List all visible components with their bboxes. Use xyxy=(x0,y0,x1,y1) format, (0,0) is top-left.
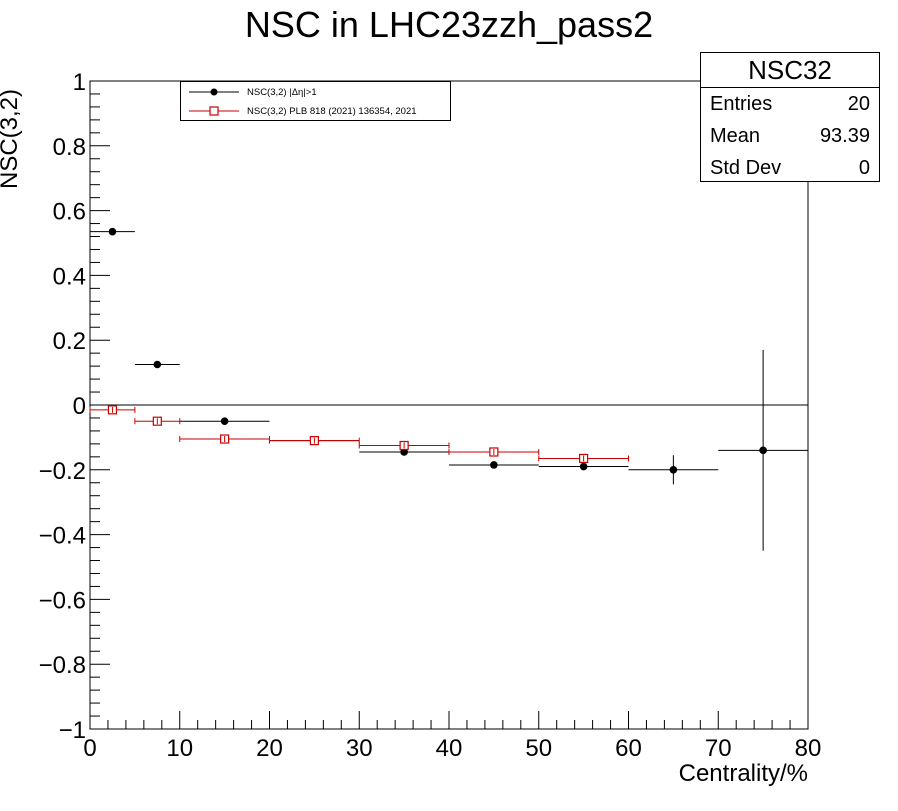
x-tick-label: 70 xyxy=(705,735,732,762)
stats-row: Entries 20 xyxy=(701,88,879,120)
stats-value: 20 xyxy=(847,93,870,115)
data-point-circle xyxy=(220,417,229,426)
legend: NSC(3,2) |Δη|>1 NSC(3,2) PLB 818 (2021) … xyxy=(180,81,451,121)
y-tick-label: 1 xyxy=(73,69,86,96)
legend-marker-circle xyxy=(189,88,239,96)
x-tick-label: 50 xyxy=(525,735,552,762)
legend-label: NSC(3,2) PLB 818 (2021) 136354, 2021 xyxy=(247,105,417,117)
stats-row: Mean 93.39 xyxy=(701,120,879,152)
data-point-circle xyxy=(579,462,588,471)
stats-title: NSC32 xyxy=(701,53,879,88)
stats-box: NSC32 Entries 20 Mean 93.39 Std Dev 0 xyxy=(700,52,880,182)
y-axis-label: NSC(3,2) xyxy=(0,88,24,190)
stats-label: Entries xyxy=(710,93,773,115)
stats-row: Std Dev 0 xyxy=(701,152,879,184)
x-tick-label: 60 xyxy=(615,735,642,762)
y-tick-label: 0.8 xyxy=(53,134,86,161)
data-point-circle xyxy=(153,360,162,369)
data-point-circle xyxy=(669,466,678,474)
x-tick-label: 10 xyxy=(166,735,193,762)
stats-value: 93.39 xyxy=(819,125,870,147)
stats-value: 0 xyxy=(858,157,870,179)
y-tick-label: −0.6 xyxy=(39,587,86,614)
y-tick-label: −1 xyxy=(59,717,86,744)
data-point-circle xyxy=(759,446,767,455)
chart-title: NSC in LHC23zzh_pass2 xyxy=(244,4,654,45)
y-tick-label: 0.4 xyxy=(53,263,86,290)
y-tick-label: 0 xyxy=(73,393,86,420)
y-tick-label: 0.2 xyxy=(53,328,86,355)
y-tick-label: 0.6 xyxy=(53,199,86,226)
x-tick-label: 40 xyxy=(436,735,463,762)
stats-label: Std Dev xyxy=(710,157,782,179)
legend-entry: NSC(3,2) |Δη|>1 xyxy=(181,83,317,101)
data-point-circle xyxy=(108,227,117,236)
x-tick-label: 30 xyxy=(346,735,373,762)
x-axis-label: Centrality/% xyxy=(678,760,808,787)
stats-label: Mean xyxy=(710,125,761,147)
legend-marker-square xyxy=(189,106,239,116)
legend-label: NSC(3,2) |Δη|>1 xyxy=(247,86,317,98)
data-point-circle xyxy=(490,461,498,469)
y-tick-label: −0.8 xyxy=(39,652,86,679)
x-tick-label: 20 xyxy=(256,735,283,762)
y-tick-label: −0.4 xyxy=(39,523,86,550)
legend-entry: NSC(3,2) PLB 818 (2021) 136354, 2021 xyxy=(181,102,417,120)
y-tick-label: −0.2 xyxy=(39,458,86,485)
x-tick-label: 80 xyxy=(795,735,822,762)
x-tick-label: 0 xyxy=(83,735,96,762)
